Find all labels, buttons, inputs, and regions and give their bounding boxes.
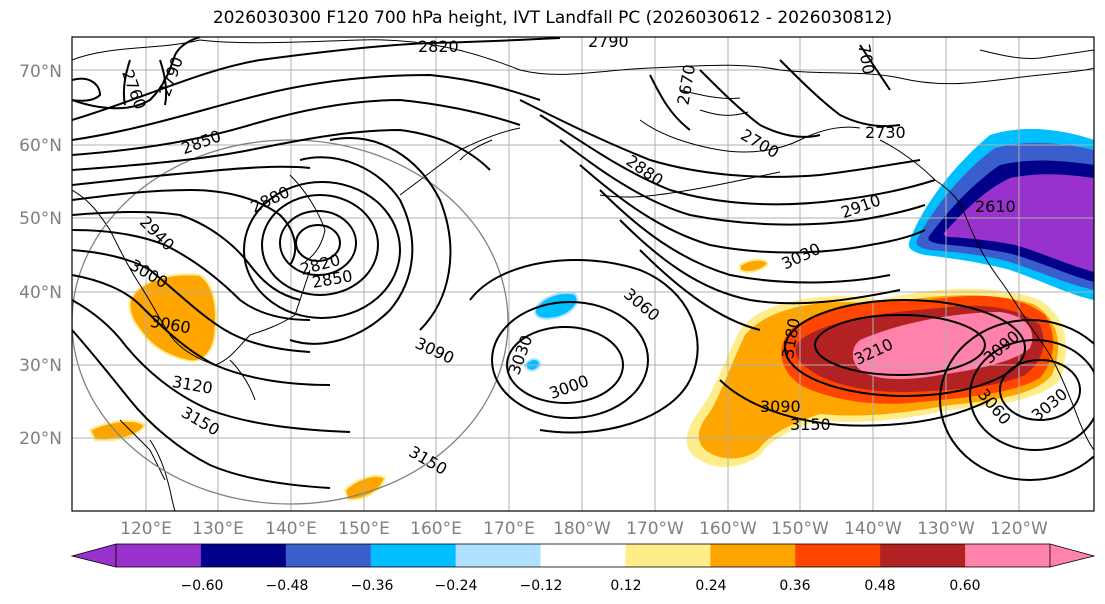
colorbar-segment [370, 544, 457, 567]
colorbar-segment [880, 544, 966, 567]
lat-label: 30°N [19, 356, 62, 376]
colorbar-segment [710, 544, 796, 567]
contour-label: 3150 [790, 415, 831, 434]
lon-label: 160°W [699, 519, 757, 539]
lat-label: 40°N [19, 283, 62, 303]
lon-label: 150°E [338, 519, 390, 539]
map-title: 2026030300 F120 700 hPa height, IVT Land… [212, 8, 893, 28]
colorbar-tick-labels: −0.60 −0.48 −0.36 −0.24 −0.12 0.12 0.24 … [181, 578, 981, 594]
height-contours [72, 37, 1094, 489]
latitude-labels: 70°N 60°N 50°N 40°N 30°N 20°N [19, 62, 62, 449]
lon-label: 150°W [771, 519, 829, 539]
colorbar-tick-label: 0.12 [610, 578, 641, 594]
colorbar-segment [200, 544, 287, 567]
colorbar-segment [285, 544, 372, 567]
lon-label: 130°W [917, 519, 975, 539]
contour-label: 3090 [760, 397, 801, 416]
colorbar-segment [795, 544, 881, 567]
colorbar-tick-label: −0.24 [435, 578, 478, 594]
lon-label: 140°W [844, 519, 902, 539]
colorbar-low-extension [70, 543, 117, 568]
colorbar-tick-label: 0.48 [864, 578, 895, 594]
lon-label: 180°W [553, 519, 611, 539]
contour-label: 2790 [588, 32, 629, 51]
map-frame [71, 36, 1095, 512]
lat-label: 60°N [19, 136, 62, 156]
colorbar-high-extension [1049, 543, 1096, 568]
colorbar-segment [540, 544, 626, 567]
region-circle [72, 139, 509, 505]
ivt-positive-pacific-shading [686, 288, 1066, 467]
lat-label: 20°N [19, 429, 62, 449]
colorbar-segment [625, 544, 711, 567]
colorbar-segment [965, 544, 1051, 567]
lon-label: 160°E [410, 519, 462, 539]
contour-label: 2610 [975, 197, 1016, 216]
lon-label: 170°W [626, 519, 684, 539]
longitude-labels: 120°E 130°E 140°E 150°E 160°E 170°E 180°… [120, 519, 1048, 539]
colorbar-tick-label: 0.24 [695, 578, 726, 594]
lat-label: 70°N [19, 62, 62, 82]
colorbar-tick-label: −0.60 [181, 578, 224, 594]
lon-label: 140°E [265, 519, 317, 539]
lon-label: 120°W [990, 519, 1048, 539]
colorbar-tick-label: 0.60 [949, 578, 980, 594]
colorbar: −0.60 −0.48 −0.36 −0.24 −0.12 0.12 0.24 … [70, 543, 1096, 594]
lon-label: 130°E [192, 519, 244, 539]
lon-label: 120°E [120, 519, 172, 539]
map-background [72, 37, 1094, 511]
colorbar-tick-label: 0.36 [779, 578, 810, 594]
colorbar-frame [115, 543, 1051, 568]
ivt-positive-japan-shading [88, 258, 770, 502]
lon-label: 170°E [483, 519, 535, 539]
colorbar-segment [116, 544, 202, 567]
colorbar-tick-label: −0.12 [520, 578, 563, 594]
lat-label: 50°N [19, 209, 62, 229]
contour-label: 2820 [418, 37, 459, 56]
coastlines [72, 39, 1094, 511]
contour-label: 2730 [865, 123, 906, 142]
colorbar-tick-label: −0.48 [266, 578, 309, 594]
ivt-negative-shading [523, 128, 1094, 372]
colorbar-tick-label: −0.36 [351, 578, 394, 594]
colorbar-segment [455, 544, 542, 567]
